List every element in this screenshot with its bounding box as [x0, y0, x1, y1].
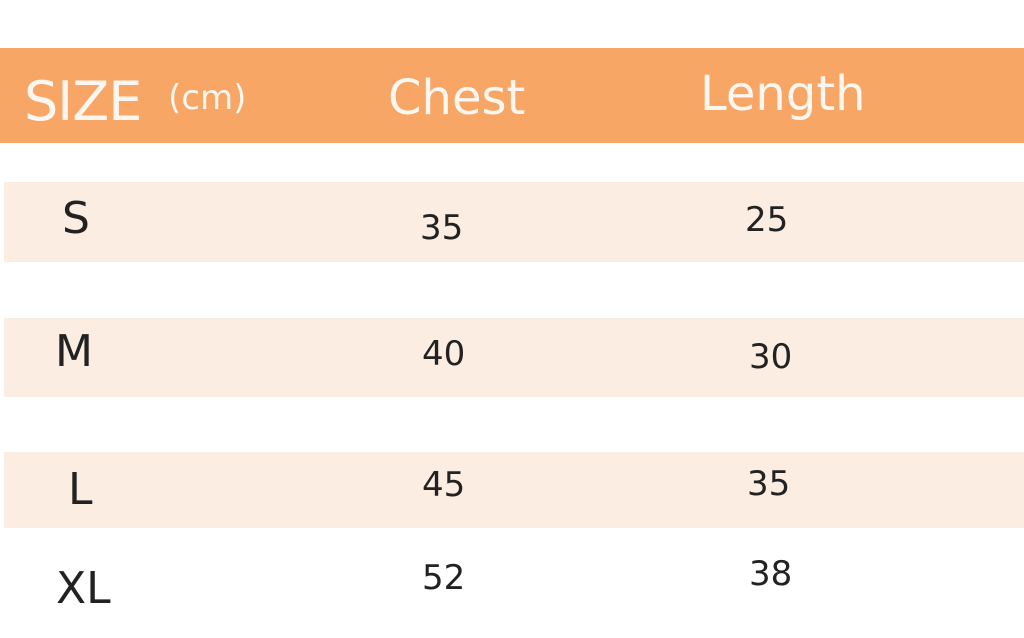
row-size: S: [62, 193, 90, 244]
row-chest: 35: [420, 208, 464, 248]
row-length: 30: [749, 337, 793, 377]
header-length: Length: [700, 66, 866, 122]
header-chest: Chest: [388, 70, 526, 126]
header-size: SIZE: [24, 70, 142, 133]
row-size: XL: [56, 563, 111, 614]
row-chest: 45: [422, 465, 466, 505]
table-header: SIZE (cm) Chest Length: [0, 48, 1024, 143]
row-chest: 40: [422, 334, 466, 374]
table-row-band: [4, 182, 1024, 262]
row-length: 25: [745, 200, 789, 240]
row-size: L: [68, 464, 93, 515]
header-unit: (cm): [168, 78, 247, 118]
row-length: 38: [749, 554, 793, 594]
row-size: M: [55, 326, 93, 377]
row-chest: 52: [422, 558, 466, 598]
table-row-band: [4, 318, 1024, 397]
row-length: 35: [747, 464, 791, 504]
table-row-band: [4, 452, 1024, 528]
